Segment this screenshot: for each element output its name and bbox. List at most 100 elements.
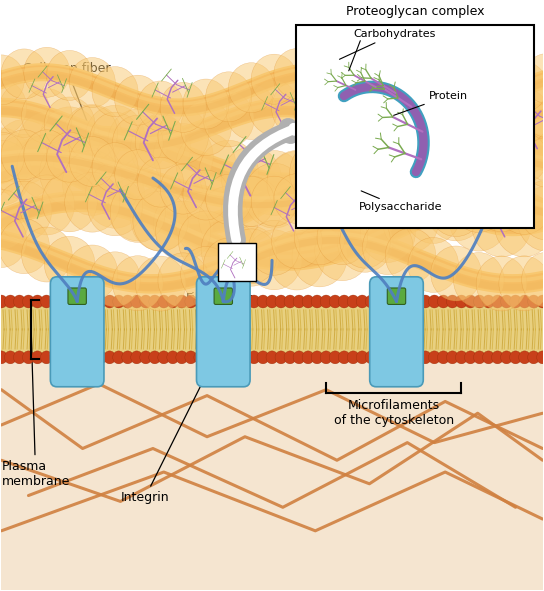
Circle shape (365, 351, 377, 364)
Circle shape (153, 192, 213, 257)
Circle shape (194, 295, 206, 308)
Circle shape (347, 351, 359, 364)
Circle shape (319, 51, 366, 101)
Circle shape (230, 295, 242, 308)
Circle shape (115, 75, 161, 125)
Circle shape (0, 128, 32, 193)
Circle shape (520, 180, 544, 240)
Circle shape (479, 130, 524, 180)
Circle shape (251, 54, 297, 104)
Circle shape (0, 135, 54, 200)
Circle shape (433, 82, 479, 132)
Circle shape (472, 192, 531, 257)
Circle shape (426, 107, 486, 172)
Circle shape (510, 295, 522, 308)
Circle shape (178, 211, 233, 271)
Circle shape (149, 351, 160, 364)
Circle shape (340, 101, 391, 156)
Circle shape (85, 351, 97, 364)
Circle shape (221, 147, 281, 212)
Circle shape (42, 172, 97, 232)
Circle shape (67, 295, 79, 308)
Circle shape (251, 176, 297, 226)
Circle shape (338, 295, 350, 308)
Circle shape (342, 156, 388, 206)
Circle shape (522, 82, 544, 137)
Circle shape (537, 295, 544, 308)
FancyBboxPatch shape (68, 288, 86, 304)
Circle shape (362, 220, 413, 275)
Circle shape (0, 213, 27, 268)
Circle shape (476, 96, 527, 151)
Circle shape (185, 295, 197, 308)
Circle shape (447, 351, 459, 364)
Text: Polysaccharide: Polysaccharide (358, 191, 442, 212)
Circle shape (0, 119, 54, 184)
Circle shape (0, 140, 32, 205)
Text: Integrin: Integrin (120, 343, 222, 504)
Circle shape (401, 351, 413, 364)
Circle shape (63, 105, 122, 170)
Circle shape (224, 226, 279, 286)
Circle shape (302, 295, 314, 308)
Circle shape (269, 230, 325, 290)
Circle shape (410, 351, 422, 364)
Circle shape (492, 351, 503, 364)
Circle shape (221, 295, 233, 308)
Circle shape (47, 132, 92, 182)
FancyBboxPatch shape (387, 288, 406, 304)
Circle shape (392, 351, 404, 364)
Circle shape (483, 295, 494, 308)
Circle shape (14, 295, 26, 308)
Circle shape (85, 105, 145, 170)
Circle shape (284, 295, 296, 308)
Circle shape (181, 246, 231, 301)
Circle shape (246, 230, 302, 290)
Circle shape (69, 57, 115, 108)
Circle shape (499, 88, 544, 143)
Circle shape (67, 106, 118, 161)
Circle shape (77, 351, 89, 364)
Circle shape (1, 49, 47, 99)
Circle shape (131, 295, 143, 308)
Circle shape (17, 112, 77, 177)
Circle shape (296, 47, 343, 98)
Text: Microfilaments
of the cytoskeleton: Microfilaments of the cytoskeleton (333, 398, 454, 427)
Text: Plasma
membrane: Plasma membrane (2, 332, 70, 488)
Circle shape (0, 82, 50, 137)
Circle shape (501, 133, 544, 183)
Circle shape (479, 71, 524, 121)
Circle shape (356, 351, 368, 364)
Circle shape (203, 92, 254, 147)
Circle shape (41, 295, 52, 308)
Circle shape (24, 47, 70, 98)
Circle shape (40, 107, 100, 172)
Circle shape (365, 295, 377, 308)
Circle shape (501, 62, 544, 112)
Circle shape (0, 80, 27, 135)
Circle shape (32, 351, 44, 364)
Circle shape (135, 256, 186, 311)
Circle shape (135, 114, 186, 169)
Circle shape (419, 351, 431, 364)
Circle shape (167, 295, 179, 308)
Circle shape (335, 135, 395, 200)
Circle shape (290, 149, 350, 214)
Circle shape (22, 227, 72, 282)
Circle shape (63, 151, 122, 216)
Circle shape (156, 201, 211, 261)
Circle shape (437, 295, 449, 308)
Circle shape (158, 351, 170, 364)
Circle shape (311, 351, 323, 364)
Circle shape (365, 67, 411, 118)
Circle shape (431, 112, 481, 167)
Circle shape (212, 295, 224, 308)
Circle shape (122, 351, 134, 364)
FancyBboxPatch shape (2, 329, 542, 590)
Circle shape (0, 132, 24, 182)
Circle shape (226, 229, 277, 284)
Circle shape (293, 295, 305, 308)
Circle shape (293, 351, 305, 364)
Circle shape (183, 170, 229, 220)
Circle shape (410, 82, 456, 131)
